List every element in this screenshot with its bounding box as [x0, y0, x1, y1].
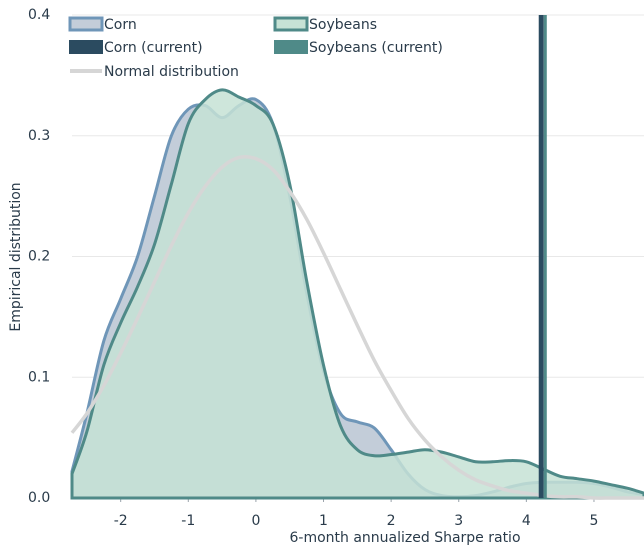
x-tick-label: 3 [454, 513, 463, 529]
y-tick-label: 0.2 [28, 249, 50, 265]
legend-label: Normal distribution [104, 64, 239, 80]
x-tick-label: -1 [181, 513, 195, 529]
legend-swatch [273, 16, 309, 32]
line [70, 154, 644, 500]
x-tick-label: 4 [522, 513, 531, 529]
x-axis-label: 6-month annualized Sharpe ratio [289, 530, 520, 546]
x-tick-label: 0 [251, 513, 260, 529]
legend-label: Corn (current) [104, 40, 203, 56]
x-tick-label: 5 [590, 513, 599, 529]
y-tick-label: 0.3 [28, 128, 50, 144]
legend-label: Soybeans (current) [309, 40, 443, 56]
area [70, 88, 644, 500]
legend-swatch [274, 40, 308, 54]
legend-swatch [69, 40, 103, 54]
y-axis-label: Empirical distribution [8, 182, 24, 331]
x-tick-label: 1 [319, 513, 328, 529]
x-tick-label: 2 [387, 513, 396, 529]
legend-label: Soybeans [309, 17, 377, 33]
x-tick-label: -2 [114, 513, 128, 529]
legend-label: Corn [104, 17, 137, 33]
y-tick-label: 0.0 [28, 490, 50, 506]
y-tick-label: 0.4 [28, 7, 50, 23]
legend-swatch [68, 16, 104, 32]
y-tick-label: 0.1 [28, 369, 50, 385]
